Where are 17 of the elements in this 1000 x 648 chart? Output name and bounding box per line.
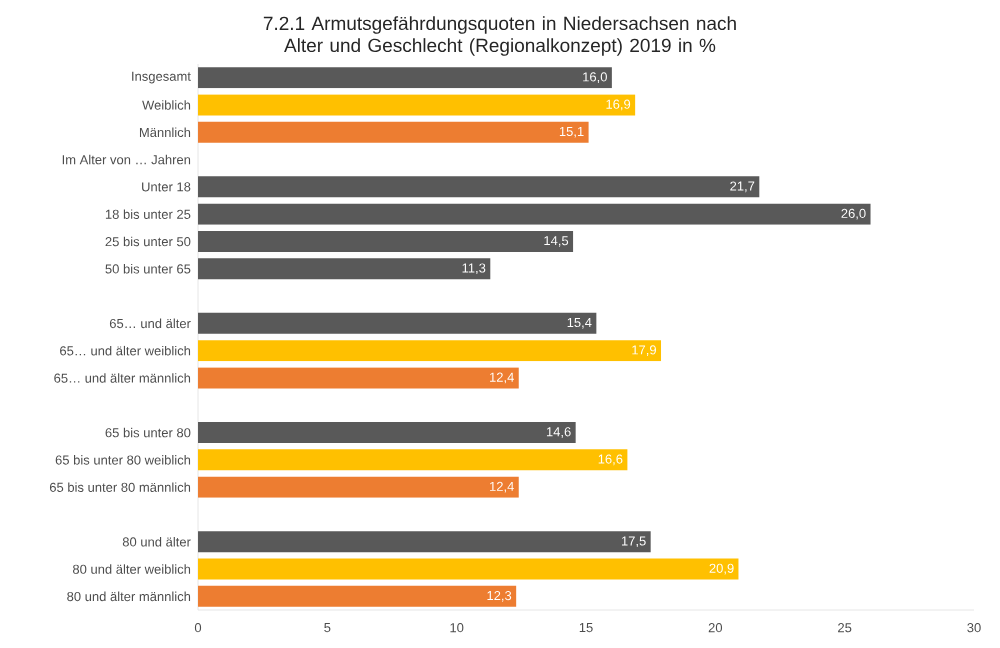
bar — [198, 67, 612, 89]
bar — [198, 340, 662, 362]
bar — [198, 585, 517, 607]
bar — [198, 531, 651, 553]
chart-title: 7.2.1 Armutsgefährdungsquoten in Niedersachsen nach Alter und Geschlecht (Regionalkonzept) 2019 in % — [263, 16, 736, 56]
bar — [198, 121, 589, 143]
bar — [198, 230, 574, 252]
bar — [198, 312, 597, 334]
bar — [198, 367, 519, 389]
bar — [198, 449, 628, 471]
bar — [198, 258, 491, 280]
bar — [198, 422, 576, 444]
bar — [198, 203, 871, 225]
bar — [198, 476, 519, 498]
bar — [198, 94, 636, 116]
bar — [198, 176, 760, 198]
bar — [198, 558, 739, 580]
